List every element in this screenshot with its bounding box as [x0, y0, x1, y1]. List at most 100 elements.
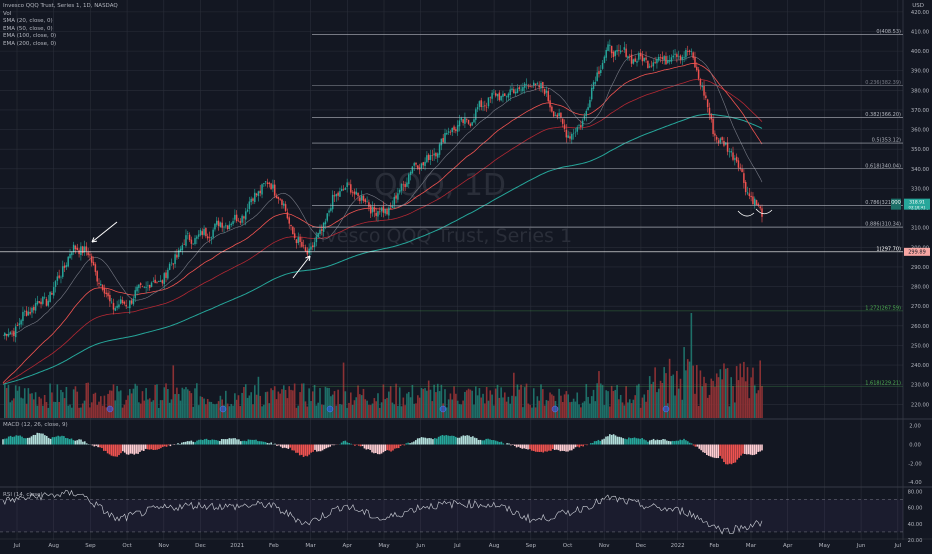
- candle-body: [218, 221, 220, 226]
- volume-bar: [73, 389, 75, 418]
- macd-bar: [468, 436, 470, 445]
- volume-bar: [91, 402, 93, 418]
- macd-bar: [177, 443, 179, 444]
- volume-bar: [542, 389, 544, 418]
- macd-bar: [470, 437, 472, 445]
- macd-bar: [255, 440, 257, 445]
- volume-bar: [430, 390, 432, 418]
- candle-body: [29, 312, 31, 314]
- macd-bar: [143, 445, 145, 451]
- indicator-ema100[interactable]: EMA (100, close, 0): [3, 33, 118, 41]
- volume-bar: [240, 406, 242, 418]
- macd-bar: [691, 443, 693, 444]
- candle-body: [663, 56, 665, 60]
- symbol-title[interactable]: Invesco QQQ Trust, Series 1, 1D, NASDAQ: [3, 3, 118, 11]
- macd-bar: [542, 445, 544, 453]
- volume-bar: [451, 399, 453, 418]
- macd-bar: [293, 445, 295, 451]
- volume-bar: [368, 405, 370, 418]
- annotation-arrow-sep: [92, 222, 117, 242]
- volume-bar: [700, 370, 702, 418]
- candle-body: [509, 89, 511, 95]
- macd-bar: [413, 442, 415, 445]
- candle-body: [355, 192, 357, 195]
- volume-bar: [122, 408, 124, 418]
- candle-body: [163, 273, 165, 284]
- volume-bar: [600, 384, 602, 418]
- volume-bar: [158, 408, 160, 418]
- macd-bar: [248, 439, 250, 444]
- volume-bar: [386, 398, 388, 418]
- fib-label-1: 0.236(382.39): [865, 80, 901, 86]
- indicator-ema200[interactable]: EMA (200, close, 0): [3, 41, 118, 49]
- candle-body: [223, 227, 225, 228]
- candle-body: [274, 185, 276, 196]
- candle-body: [48, 301, 50, 306]
- macd-bar: [451, 436, 453, 445]
- candle-body: [553, 111, 555, 116]
- volume-bar: [415, 403, 417, 418]
- volume-bar: [37, 406, 39, 418]
- volume-bar: [151, 402, 153, 418]
- candle-body: [345, 188, 347, 190]
- candle-body: [6, 334, 8, 336]
- macd-bar: [573, 445, 575, 449]
- macd-bar: [556, 445, 558, 450]
- candle-body: [75, 246, 77, 249]
- macd-bar: [156, 445, 158, 450]
- volume-bar: [560, 396, 562, 418]
- indicator-sma20[interactable]: SMA (20, close, 0): [3, 18, 118, 26]
- volume-bar: [339, 404, 341, 418]
- candle-body: [605, 50, 607, 58]
- macd-bar: [550, 445, 552, 451]
- candle-body: [372, 207, 374, 213]
- ema200-line: [3, 114, 762, 384]
- candle-body: [403, 185, 405, 186]
- volume-bar: [758, 390, 760, 418]
- candle-body: [754, 199, 756, 206]
- candle-body: [611, 46, 613, 53]
- volume-bar: [491, 395, 493, 418]
- candle-body: [399, 190, 401, 192]
- candle-body: [493, 92, 495, 93]
- indicator-vol[interactable]: Vol: [3, 11, 118, 19]
- volume-bar: [35, 392, 37, 418]
- indicator-ema50[interactable]: EMA (50, close, 0): [3, 26, 118, 34]
- volume-bar: [267, 392, 269, 418]
- candle-body: [77, 248, 79, 250]
- volume-bar: [725, 369, 727, 418]
- candle-body: [587, 107, 589, 110]
- macd-bar: [582, 445, 584, 447]
- macd-bar: [206, 439, 208, 445]
- volume-bar: [439, 391, 441, 418]
- volume-bar: [575, 402, 577, 418]
- macd-bar: [278, 445, 280, 446]
- macd-bar: [333, 445, 335, 446]
- volume-bar: [633, 400, 635, 418]
- candle-body: [526, 84, 528, 85]
- macd-bar: [257, 441, 259, 444]
- price-tick-2: 400.00: [911, 49, 929, 55]
- candle-body: [194, 238, 196, 244]
- volume-bar: [172, 365, 174, 418]
- candle-body: [261, 184, 263, 194]
- macd-bar: [434, 438, 436, 444]
- macd-bar: [99, 445, 101, 448]
- volume-bar: [625, 386, 627, 418]
- macd-bar: [227, 439, 229, 444]
- macd-bar: [383, 445, 385, 453]
- volume-bar: [325, 387, 327, 418]
- volume-bar: [656, 392, 658, 418]
- candle-body: [435, 153, 437, 156]
- volume-bar: [515, 396, 517, 418]
- candle-body: [290, 225, 292, 226]
- volume-bar: [482, 394, 484, 418]
- volume-bar: [118, 391, 120, 418]
- candle-body: [712, 119, 714, 134]
- volume-bar: [710, 379, 712, 418]
- macd-bar: [735, 445, 737, 463]
- volume-bar: [716, 373, 718, 418]
- candle-body: [198, 234, 200, 236]
